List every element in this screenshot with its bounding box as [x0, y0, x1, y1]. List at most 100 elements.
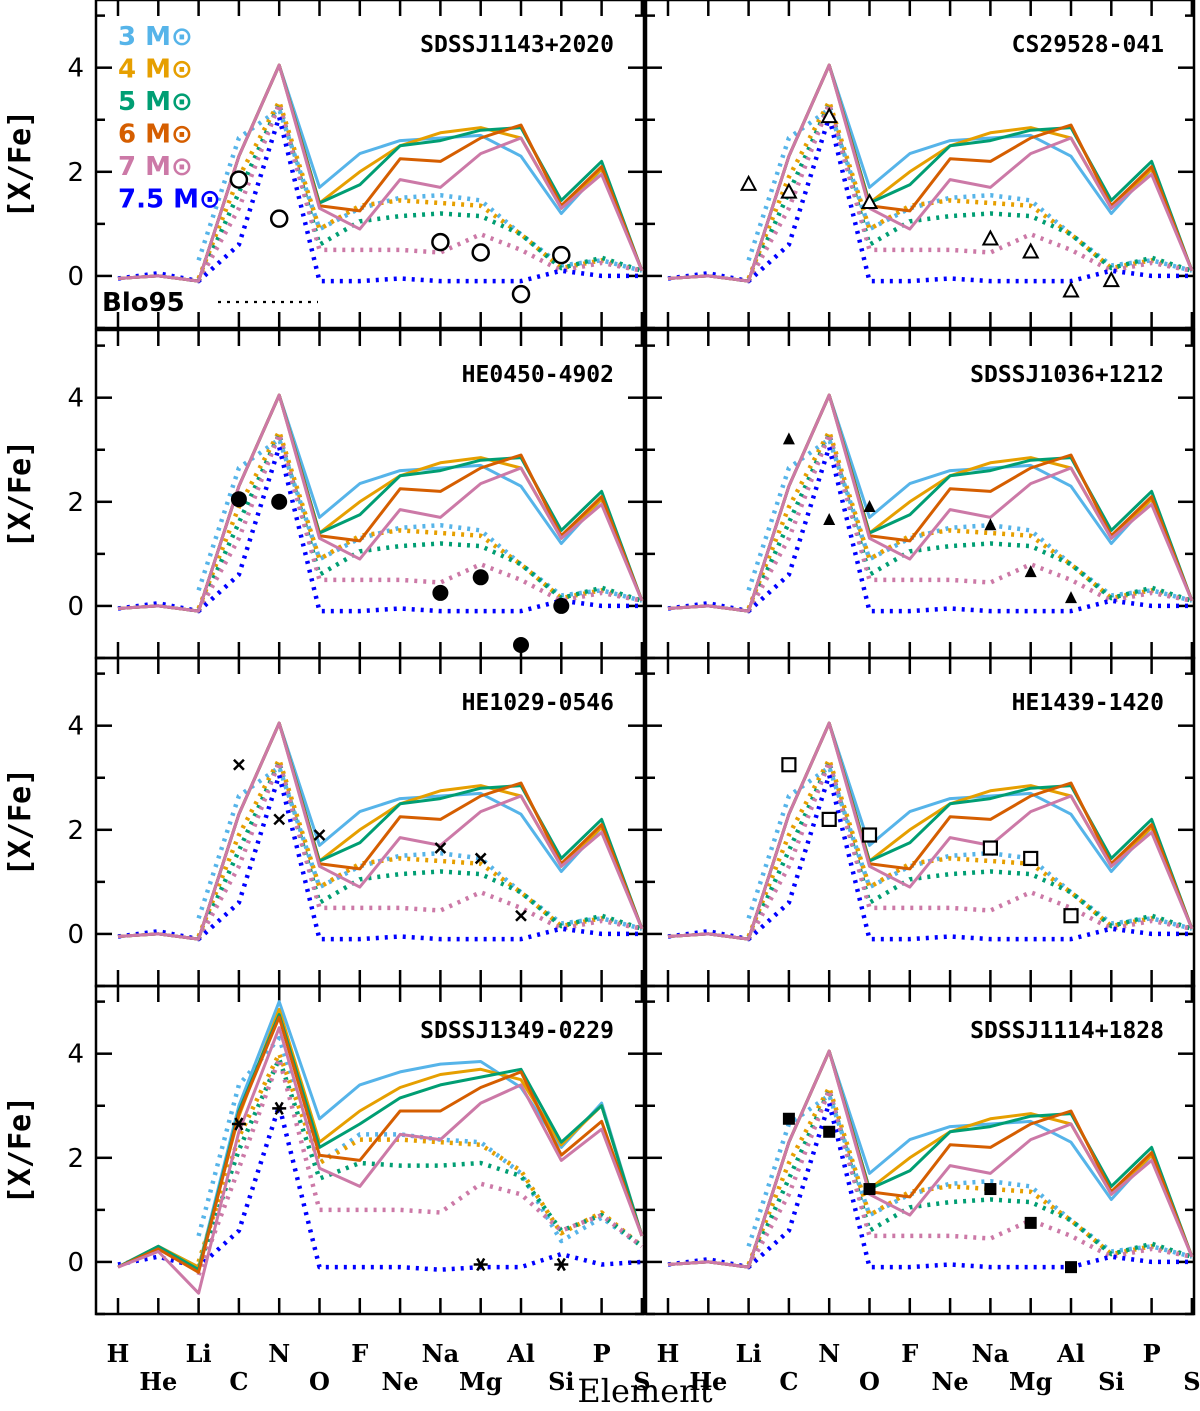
x-tick-label: P — [593, 1339, 611, 1368]
data-point-al — [1065, 1261, 1077, 1274]
solid-line-6msun — [117, 1015, 644, 1274]
data-point-c — [782, 432, 795, 445]
panel-frame — [94, 0, 646, 330]
dotted-line-7-5msun — [667, 772, 1192, 942]
data-point-al — [1063, 908, 1079, 924]
x-tick-label: Si — [1098, 1367, 1124, 1396]
data-point-al — [511, 284, 531, 304]
legend-entry-6msun: 6 M⊙ — [118, 120, 193, 150]
x-tick-label: Mg — [459, 1367, 503, 1396]
data-point-mg — [1024, 1216, 1037, 1229]
x-tick-label: S — [1183, 1367, 1200, 1396]
data-point-al — [1062, 281, 1080, 298]
data-point-si — [554, 1257, 569, 1272]
dotted-line-5msun — [196, 1056, 644, 1268]
x-tick-label: O — [859, 1367, 880, 1396]
data-point-c — [233, 758, 245, 771]
y-tick-label: 2 — [67, 816, 84, 846]
panel-frame — [644, 0, 1196, 330]
data-point-na — [431, 232, 450, 252]
data-point-na — [981, 229, 1000, 246]
data-point-c — [782, 1112, 795, 1125]
dotted-line-5msun — [746, 1087, 1193, 1269]
dotted-line-5msun — [746, 759, 1193, 941]
panel-frame — [644, 984, 1196, 1316]
data-point-o — [860, 192, 879, 210]
panel-cs29528: CS29528-041 — [644, 0, 1196, 330]
x-tick-label: Na — [422, 1339, 460, 1368]
dotted-line-5msun — [196, 101, 643, 283]
solid-line-7msun — [667, 1049, 1194, 1269]
data-point-o — [861, 827, 878, 843]
legend-entry-7msun: 7 M⊙ — [118, 152, 193, 182]
x-tick-label: H — [657, 1339, 680, 1368]
y-tick-label: 0 — [67, 1248, 84, 1278]
y-tick-label: 4 — [67, 1040, 84, 1070]
y-tick-label: 0 — [67, 262, 84, 292]
y-axis-label: [X/Fe] — [3, 768, 38, 876]
solid-line-7msun — [117, 63, 644, 283]
dotted-line-5msun — [196, 759, 643, 941]
x-tick-label: Na — [972, 1339, 1010, 1368]
dotted-line-5msun — [196, 431, 643, 613]
panel-title: HE0450-4902 — [462, 362, 614, 388]
y-axis-label: [X/Fe] — [3, 440, 38, 548]
x-tick-label: H — [107, 1339, 130, 1368]
data-point-o — [313, 829, 326, 841]
dotted-line-7-5msun — [117, 772, 642, 942]
x-tick-label: He — [139, 1367, 177, 1396]
x-tick-label: Al — [506, 1339, 535, 1368]
data-point-n — [269, 209, 289, 228]
dotted-line-7-5msun — [117, 114, 642, 284]
data-point-na — [984, 518, 997, 531]
x-tick-label: N — [818, 1339, 840, 1368]
data-point-o — [863, 500, 876, 513]
data-point-o — [863, 1183, 876, 1196]
legend-entry-4msun: 4 M⊙ — [118, 55, 193, 85]
x-tick-label: S — [633, 1367, 650, 1396]
panel-sdssj1036: SDSSJ1036+1212 — [644, 328, 1196, 660]
panel-frame — [94, 984, 646, 1316]
legend-entry-3msun: 3 M⊙ — [118, 22, 193, 52]
dotted-line-7-5msun — [667, 1100, 1192, 1270]
dotted-line-7-5msun — [117, 1103, 643, 1272]
data-point-n — [271, 493, 288, 510]
x-tick-label: P — [1143, 1339, 1161, 1368]
solid-line-7msun — [117, 1026, 644, 1295]
data-point-na — [984, 1183, 997, 1196]
data-point-n — [273, 813, 286, 826]
dotted-line-4msun — [196, 1051, 644, 1263]
data-point-si — [1102, 271, 1120, 288]
y-tick-label: 2 — [67, 1144, 84, 1174]
data-point-na — [432, 584, 449, 601]
x-tick-label: Al — [1056, 1339, 1085, 1368]
x-tick-label: C — [229, 1367, 248, 1396]
y-axis-label: [X/Fe] — [3, 110, 38, 218]
data-point-mg — [1022, 242, 1040, 259]
data-point-li — [739, 174, 758, 191]
data-point-c — [780, 182, 798, 199]
y-axis-label: [X/Fe] — [3, 1096, 38, 1204]
panel-he1439: HE1439-1420 — [644, 656, 1196, 988]
dotted-line-5msun — [746, 101, 1193, 283]
x-tick-label: Ne — [931, 1367, 968, 1396]
data-point-na — [982, 840, 999, 856]
data-point-c — [229, 170, 249, 189]
panel-title: HE1439-1420 — [1012, 690, 1164, 716]
y-tick-label: 4 — [67, 54, 84, 84]
x-tick-label: Li — [736, 1339, 762, 1368]
solid-line-7msun — [667, 63, 1194, 283]
data-point-c — [231, 1117, 246, 1131]
data-point-mg — [472, 569, 489, 586]
data-point-c — [781, 757, 797, 773]
data-point-mg — [471, 243, 490, 262]
data-point-al — [513, 636, 529, 653]
panel-title: SDSSJ1349-0229 — [420, 1018, 614, 1044]
x-tick-label: N — [268, 1339, 290, 1368]
legend-entry-7-5msun: 7.5 M⊙ — [118, 185, 221, 215]
panel-title: HE1029-0546 — [462, 690, 614, 716]
x-tick-label: He — [689, 1367, 727, 1396]
